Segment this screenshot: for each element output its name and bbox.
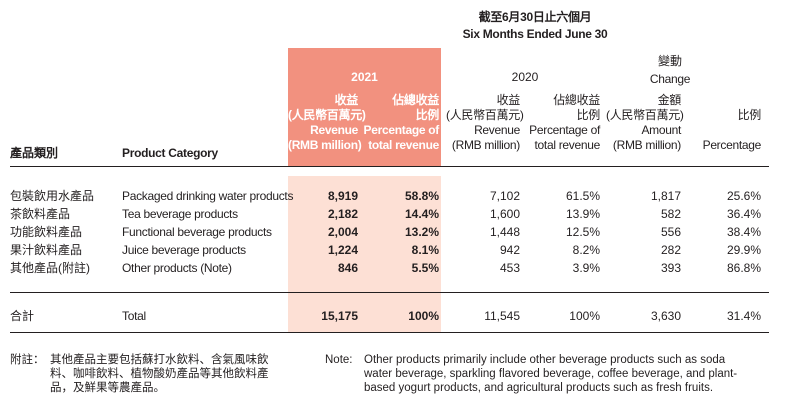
rev-2020-cell: 1,600 <box>489 207 520 221</box>
pct-2021-cell: 13.2% <box>404 225 439 239</box>
row-label-zh: 功能飲料產品 <box>10 225 83 239</box>
pct-2020-cell: 3.9% <box>572 261 600 275</box>
highlight-2021-body <box>288 176 441 332</box>
category-header-zh: 產品類別 <box>10 146 59 160</box>
amount-cell: 393 <box>660 261 681 275</box>
pct-2020-cell: 61.5% <box>565 189 600 203</box>
rev-2020-header: 收益 (人民幣百萬元) Revenue (RMB million) <box>446 93 524 152</box>
total-rev-2021: 15,175 <box>321 309 358 323</box>
total-label-zh: 合計 <box>10 309 35 323</box>
rev-2021-header: 收益 (人民幣百萬元) Revenue (RMB million) <box>288 93 366 152</box>
note-en-text: Other products primarily include other b… <box>364 354 738 394</box>
rev-2021-cell: 1,224 <box>327 243 358 257</box>
note-zh-text: 其他產品主要包括蘇打水飲料、含氣風味飲 料、咖啡飲料、植物酸奶產品等其他飲料產 品，… <box>50 354 269 394</box>
row-label-zh: 果汁飲料產品 <box>10 243 83 257</box>
row-label-en: Other products (Note) <box>122 261 232 275</box>
change-pct-cell: 29.9% <box>726 243 761 257</box>
pct-2021-header: 佔總收益 比例 Percentage of total revenue <box>363 93 440 152</box>
period-title-zh: 截至6月30日止六個月 <box>478 10 592 24</box>
pct-2021-cell: 58.8% <box>404 189 439 203</box>
year-2021-header: 2021 <box>351 70 378 84</box>
rev-2021-cell: 8,919 <box>327 189 358 203</box>
row-label-en: Functional beverage products <box>122 225 272 239</box>
change-header-zh: 變動 <box>657 54 682 68</box>
pct-2021-cell: 14.4% <box>404 207 439 221</box>
total-amount: 3,630 <box>650 309 681 323</box>
change-pct-cell: 36.4% <box>726 207 761 221</box>
year-2020-header: 2020 <box>511 70 539 84</box>
total-label-en: Total <box>122 309 146 323</box>
pct-2021-cell: 8.1% <box>411 243 439 257</box>
row-label-en: Juice beverage products <box>122 243 246 257</box>
highlight-2021-header <box>288 48 441 166</box>
row-label-en: Packaged drinking water products <box>122 189 294 203</box>
change-header-en: Change <box>649 72 691 86</box>
pct-2020-cell: 13.9% <box>565 207 600 221</box>
amount-cell: 582 <box>660 207 681 221</box>
rev-2021-cell: 2,182 <box>327 207 358 221</box>
rev-2020-cell: 1,448 <box>489 225 520 239</box>
rev-2020-cell: 7,102 <box>489 189 520 203</box>
period-title-en: Six Months Ended June 30 <box>462 27 608 41</box>
note-zh-label: 附註： <box>10 354 45 366</box>
row-label-en: Tea beverage products <box>122 207 238 221</box>
total-top-divider <box>10 292 769 293</box>
note-en-label: Note: <box>325 354 353 366</box>
amount-cell: 282 <box>660 243 681 257</box>
row-label-zh: 茶飲料產品 <box>10 207 71 221</box>
pct-2020-cell: 12.5% <box>565 225 600 239</box>
pct-2020-cell: 8.2% <box>572 243 600 257</box>
rev-2020-cell: 942 <box>499 243 520 257</box>
row-label-zh: 包裝飲用水產品 <box>10 189 95 203</box>
total-pct-2021: 100% <box>408 309 439 323</box>
total-pct-2020: 100% <box>569 309 600 323</box>
category-header-en: Product Category <box>122 146 218 160</box>
amount-cell: 556 <box>660 225 681 239</box>
percentage-header: 比例 Percentage <box>702 108 762 152</box>
total-bottom-divider <box>10 332 769 333</box>
total-change-pct: 31.4% <box>726 309 761 323</box>
amount-header: 金額 (人民幣百萬元) Amount (RMB million) <box>606 93 684 152</box>
change-pct-cell: 25.6% <box>726 189 761 203</box>
header-divider <box>10 166 769 167</box>
amount-cell: 1,817 <box>650 189 681 203</box>
change-pct-cell: 86.8% <box>726 261 761 275</box>
pct-2021-cell: 5.5% <box>411 261 439 275</box>
row-label-zh: 其他產品(附註) <box>10 261 90 275</box>
rev-2020-cell: 453 <box>499 261 520 275</box>
pct-2020-header: 佔總收益 比例 Percentage of total revenue <box>529 93 600 152</box>
rev-2021-cell: 2,004 <box>327 225 358 239</box>
total-rev-2020: 11,545 <box>484 309 520 323</box>
change-pct-cell: 38.4% <box>726 225 761 239</box>
rev-2021-cell: 846 <box>337 261 358 275</box>
